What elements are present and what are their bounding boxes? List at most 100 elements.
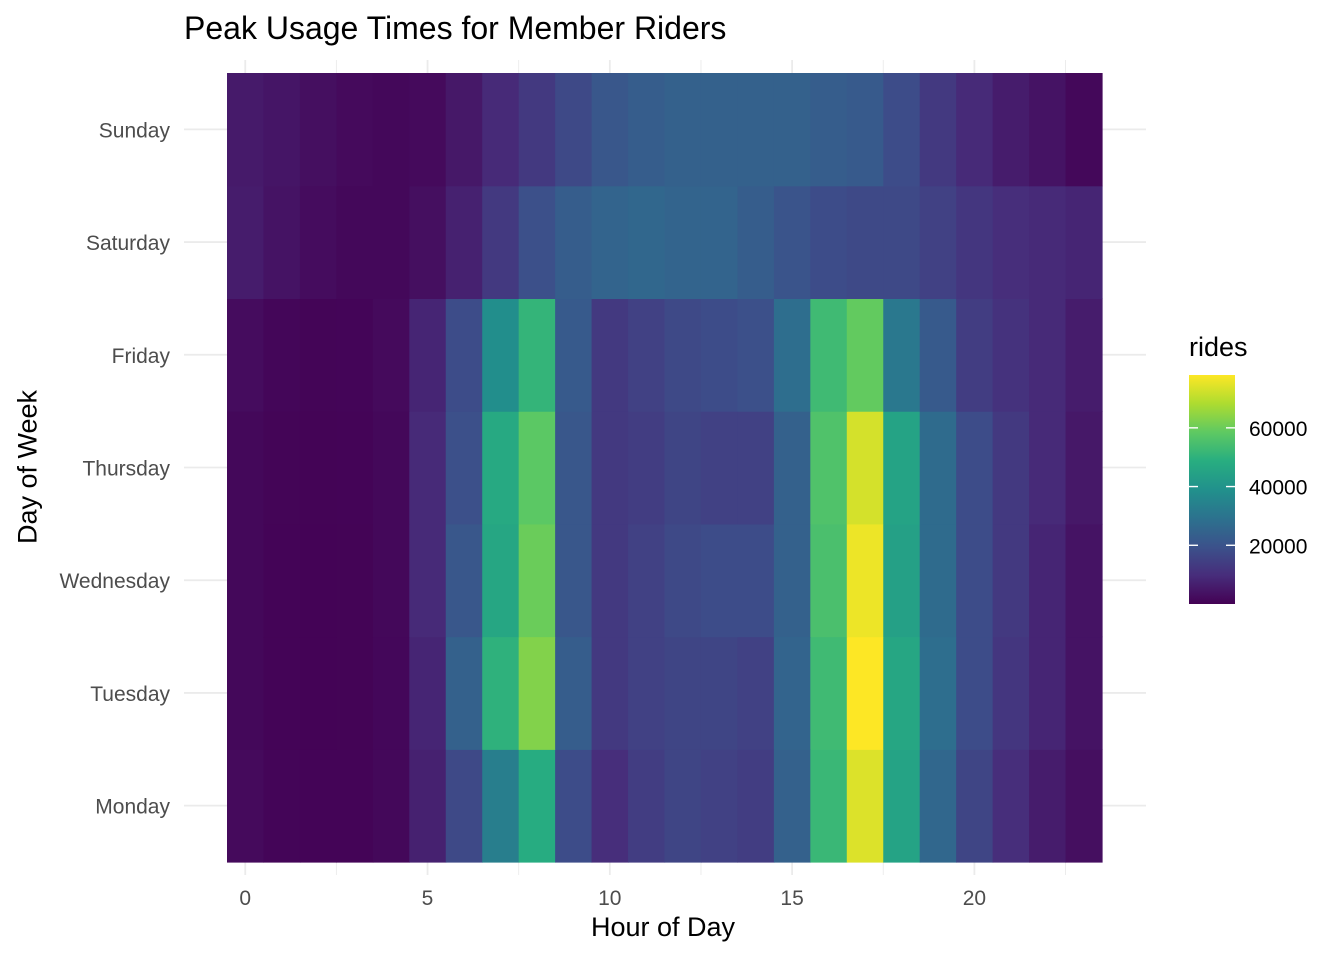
heatmap-cell	[919, 411, 957, 525]
heatmap-cell	[336, 749, 374, 863]
heatmap-cell	[299, 73, 337, 187]
heatmap-cell	[883, 636, 921, 750]
heatmap-cell	[372, 749, 410, 863]
heatmap-cell	[664, 298, 702, 412]
heatmap-cell	[263, 73, 301, 187]
heatmap-cell	[956, 749, 994, 863]
heatmap-cell	[773, 523, 811, 638]
heatmap-cell	[555, 749, 593, 863]
heatmap-cell	[1065, 185, 1103, 300]
heatmap-cell	[591, 636, 629, 750]
heatmap-cell	[700, 411, 739, 525]
heatmap-cell	[482, 523, 520, 638]
heatmap-cell	[482, 73, 520, 187]
heatmap-cell	[555, 298, 593, 412]
heatmap-cell	[227, 298, 265, 412]
heatmap-cell	[591, 749, 629, 863]
heatmap-cell	[919, 185, 957, 300]
heatmap-cell	[883, 73, 921, 187]
heatmap-cell	[919, 636, 957, 750]
heatmap-cell	[227, 749, 265, 863]
heatmap-cell	[409, 73, 447, 187]
y-tick-label: Tuesday	[90, 683, 170, 706]
color-legend: 20000 40000 60000	[1189, 375, 1307, 604]
heatmap-cell	[372, 73, 410, 187]
heatmap-cell	[518, 411, 556, 525]
heatmap-cell	[518, 523, 556, 638]
heatmap-cell	[883, 185, 921, 300]
heatmap-cell	[628, 411, 666, 525]
heatmap-cell	[445, 298, 483, 412]
heatmap-cell	[263, 523, 301, 638]
heatmap-cell	[700, 523, 739, 638]
heatmap-cell	[445, 73, 483, 187]
heatmap-cell	[846, 298, 884, 412]
heatmap-cell	[700, 73, 739, 187]
heatmap-cell	[846, 749, 884, 863]
heatmap-cell	[409, 185, 447, 300]
heatmap-cell	[992, 636, 1030, 750]
heatmap-cell	[700, 185, 739, 300]
legend-title: rides	[1189, 332, 1248, 362]
heatmap-cell	[591, 185, 629, 300]
heatmap-cell	[628, 73, 666, 187]
heatmap-cell	[810, 298, 848, 412]
heatmap-cell	[992, 523, 1030, 638]
heatmap-cell	[1065, 73, 1103, 187]
y-tick-label: Friday	[112, 345, 171, 368]
heatmap-cell	[591, 411, 629, 525]
heatmap-cell	[1029, 298, 1067, 412]
heatmap-cell	[409, 749, 447, 863]
heatmap-cell	[956, 636, 994, 750]
x-tick-label: 10	[598, 887, 621, 910]
heatmap-cell	[846, 636, 884, 750]
heatmap-cell	[555, 73, 593, 187]
heatmap-cell	[227, 73, 265, 187]
heatmap-cell	[372, 185, 410, 300]
heatmap-cell	[227, 636, 265, 750]
heatmap-cell	[810, 411, 848, 525]
heatmap-cell	[628, 749, 666, 863]
heatmap-cell	[518, 298, 556, 412]
heatmap-cell	[773, 298, 811, 412]
heatmap-cell	[664, 636, 702, 750]
heatmap-cell	[810, 523, 848, 638]
chart-title: Peak Usage Times for Member Riders	[184, 10, 727, 46]
heatmap-cell	[263, 185, 301, 300]
heatmap-cell	[664, 411, 702, 525]
heatmap-cell	[299, 749, 337, 863]
heatmap-cell	[956, 298, 994, 412]
heatmap-cell	[846, 185, 884, 300]
heatmap-cell	[628, 185, 666, 300]
heatmap-cell	[555, 185, 593, 300]
heatmap-cell	[956, 411, 994, 525]
heatmap-cell	[956, 185, 994, 300]
heatmap-cell	[591, 298, 629, 412]
heatmap-cell	[883, 523, 921, 638]
heatmap-cell	[372, 411, 410, 525]
heatmap-cell	[482, 636, 520, 750]
heatmap-cell	[992, 298, 1030, 412]
heatmap-cell	[737, 185, 775, 300]
heatmap-cell	[299, 298, 337, 412]
heatmap-cell	[737, 749, 775, 863]
heatmap-cell	[445, 636, 483, 750]
heatmap-cell	[409, 298, 447, 412]
y-axis-label: Day of Week	[12, 389, 43, 545]
heatmap-cell	[737, 298, 775, 412]
heatmap-cell	[700, 636, 739, 750]
heatmap-cell	[664, 523, 702, 638]
heatmap-cell	[409, 523, 447, 638]
heatmap-cell	[445, 411, 483, 525]
heatmap-cell	[227, 523, 265, 638]
heatmap-cell	[336, 636, 374, 750]
legend-tick-label: 40000	[1249, 477, 1307, 500]
legend-tick-label: 20000	[1249, 535, 1307, 558]
heatmap-cell	[810, 73, 848, 187]
heatmap-cell	[263, 749, 301, 863]
heatmap-cell	[591, 523, 629, 638]
heatmap-cell	[227, 185, 265, 300]
y-tick-label: Wednesday	[59, 570, 170, 593]
heatmap-cell	[482, 411, 520, 525]
heatmap-cell	[1029, 185, 1067, 300]
